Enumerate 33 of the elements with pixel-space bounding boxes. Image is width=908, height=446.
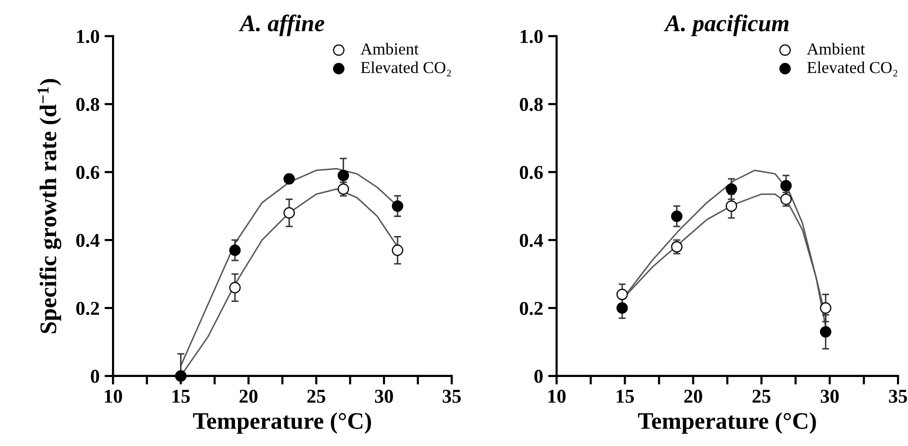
x-tick-label: 30 xyxy=(375,390,393,403)
y-axis-title: Specific growth rate (d$^{−1}$) xyxy=(38,78,62,334)
x-tick-label: 15 xyxy=(616,390,634,403)
legend-label: Ambient xyxy=(360,42,419,55)
x-axis-title: Temperature (°C) xyxy=(193,412,371,434)
y-tick-label: 0.8 xyxy=(76,98,100,112)
x-tick-label: 25 xyxy=(752,390,770,403)
legend-label: Ambient xyxy=(806,42,865,55)
y-tick-label: 0.6 xyxy=(76,166,100,180)
x-tick-label: 25 xyxy=(307,390,326,403)
chart-title: A. pacificum xyxy=(664,14,788,36)
x-tick-label: 20 xyxy=(240,390,258,403)
y-tick-label: 0.4 xyxy=(76,234,100,248)
y-tick-label: 0.2 xyxy=(76,302,100,316)
y-tick-label: 0 xyxy=(534,370,543,383)
x-tick-label: 10 xyxy=(548,390,566,403)
chart-title: A. affine xyxy=(238,14,324,36)
x-tick-label: 15 xyxy=(172,390,190,403)
x-tick-label: 35 xyxy=(442,390,461,403)
x-tick-label: 10 xyxy=(104,390,122,403)
y-tick-label: 0.8 xyxy=(520,98,543,112)
y-tick-label: 0.4 xyxy=(520,234,544,248)
x-axis-title: Temperature (°C) xyxy=(638,412,816,434)
x-tick-label: 35 xyxy=(889,390,908,403)
y-tick-label: 0 xyxy=(90,370,100,383)
y-tick-label: 1.0 xyxy=(520,30,543,44)
x-tick-label: 30 xyxy=(820,390,839,403)
legend-label: Elevated CO₂ xyxy=(360,61,451,76)
y-tick-label: 0.2 xyxy=(520,302,543,316)
y-tick-label: 0.6 xyxy=(520,166,543,180)
x-tick-label: 20 xyxy=(684,390,702,403)
legend-label: Elevated CO₂ xyxy=(807,61,898,76)
y-tick-label: 1.0 xyxy=(77,30,100,44)
